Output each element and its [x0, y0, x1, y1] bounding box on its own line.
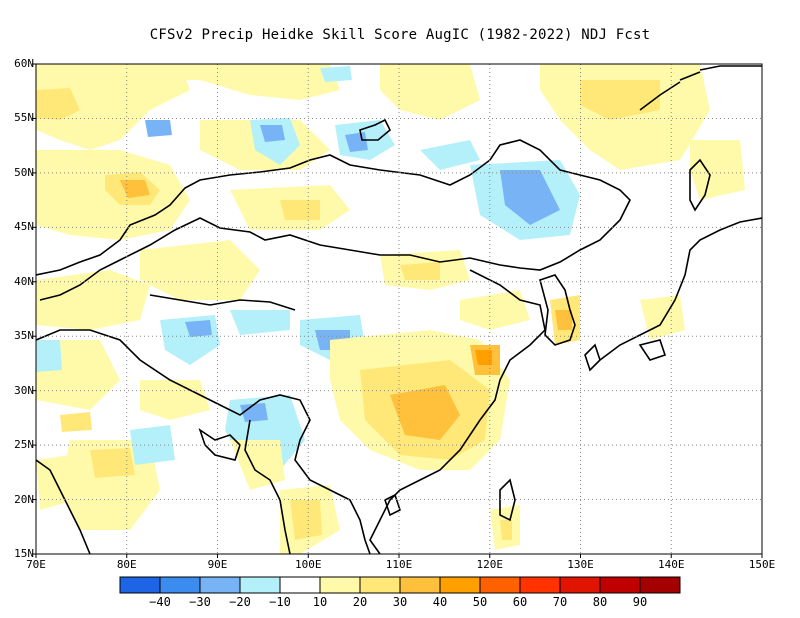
fill-region — [36, 88, 80, 120]
colorbar-swatch — [519, 576, 561, 594]
fill-region — [555, 310, 572, 330]
fill-region — [145, 120, 172, 137]
colorbar-label: 20 — [352, 595, 368, 609]
colorbar-swatch — [559, 576, 601, 594]
coastline — [539, 274, 576, 346]
fill-region — [500, 520, 512, 540]
colorbar-swatch — [199, 576, 241, 594]
coastline — [639, 65, 762, 212]
y-tick-label: 30N — [14, 383, 34, 397]
colorbar-swatch — [439, 576, 481, 594]
colorbar-swatch — [279, 576, 321, 594]
colorbar-swatch — [399, 576, 441, 594]
colorbar-label: 70 — [552, 595, 568, 609]
plot-title: CFSv2 Precip Heidke Skill Score AugIC (1… — [149, 27, 651, 43]
fill-region — [345, 132, 368, 152]
x-tick-label: 100E — [295, 558, 322, 571]
skill-field — [36, 64, 745, 554]
x-tick-label: 150E — [748, 558, 776, 571]
fill-region — [420, 140, 480, 170]
y-tick-label: 50N — [14, 165, 34, 179]
fill-region — [460, 290, 530, 330]
fill-region — [140, 380, 210, 420]
coastline — [359, 118, 391, 141]
fill-region — [140, 240, 260, 300]
y-tick-label: 15N — [14, 547, 34, 560]
fill-region — [320, 66, 352, 82]
colorbar-label: 90 — [632, 595, 648, 609]
coastline — [384, 493, 401, 517]
x-tick-label: 90E — [207, 558, 228, 571]
fill-region — [260, 125, 285, 142]
axis-ticks — [32, 63, 763, 558]
fill-region — [390, 385, 460, 440]
fill-region — [290, 500, 322, 540]
colorbar-label: 80 — [592, 595, 608, 609]
colorbar-label: 30 — [392, 595, 408, 609]
fill-region — [380, 64, 480, 120]
fill-region — [500, 170, 560, 225]
colorbar — [119, 576, 681, 594]
y-tick-label: 60N — [14, 57, 34, 70]
fill-region — [36, 340, 62, 372]
colorbar-swatch — [479, 576, 521, 594]
coastline — [584, 217, 762, 372]
x-tick-label: 140E — [658, 558, 685, 571]
x-tick-label: 120E — [476, 558, 504, 571]
y-tick-label: 20N — [14, 492, 34, 506]
fill-region — [640, 295, 685, 340]
colorbar-label: 60 — [512, 595, 528, 609]
colorbar-swatch — [319, 576, 361, 594]
y-tick-label: 55N — [14, 111, 34, 125]
fill-region — [475, 350, 492, 365]
fill-region — [90, 448, 135, 478]
x-tick-label: 80E — [116, 558, 137, 571]
coastline — [369, 269, 546, 554]
coastline — [36, 139, 631, 301]
y-tick-label: 45N — [14, 220, 34, 234]
coastline — [149, 294, 296, 311]
fill-region — [120, 180, 150, 198]
y-tick-label: 25N — [14, 438, 34, 452]
fill-region — [60, 412, 92, 432]
colorbar-label: −40 — [149, 595, 171, 609]
colorbar-swatch — [119, 576, 161, 594]
x-tick-label: 110E — [385, 558, 413, 571]
fill-region — [36, 270, 150, 330]
grid-lines — [36, 64, 762, 554]
fill-region — [280, 200, 320, 220]
x-tick-label: 70E — [26, 558, 46, 571]
colorbar-label: 50 — [472, 595, 488, 609]
colorbar-label: −30 — [189, 595, 211, 609]
fill-region — [400, 262, 440, 280]
colorbar-swatch — [599, 576, 641, 594]
y-tick-label: 40N — [14, 274, 34, 288]
colorbar-swatch — [239, 576, 281, 594]
x-tick-label: 130E — [567, 558, 594, 571]
coastline — [499, 478, 516, 522]
colorbar-swatch — [159, 576, 201, 594]
fill-region — [130, 64, 340, 100]
coastline — [36, 329, 371, 554]
colorbar-swatch — [639, 576, 681, 594]
fill-region — [240, 403, 268, 422]
coastlines — [36, 65, 762, 554]
fill-region — [690, 140, 745, 200]
colorbar-label: −10 — [269, 595, 291, 609]
colorbar-label: 40 — [432, 595, 448, 609]
y-tick-label: 35N — [14, 329, 34, 343]
colorbar-label: −20 — [229, 595, 251, 609]
fill-region — [36, 64, 190, 150]
fill-region — [230, 310, 290, 335]
coastline — [198, 428, 241, 461]
fill-region — [230, 440, 285, 490]
colorbar-swatch — [359, 576, 401, 594]
fill-region — [185, 320, 212, 337]
colorbar-label: 10 — [312, 595, 328, 609]
